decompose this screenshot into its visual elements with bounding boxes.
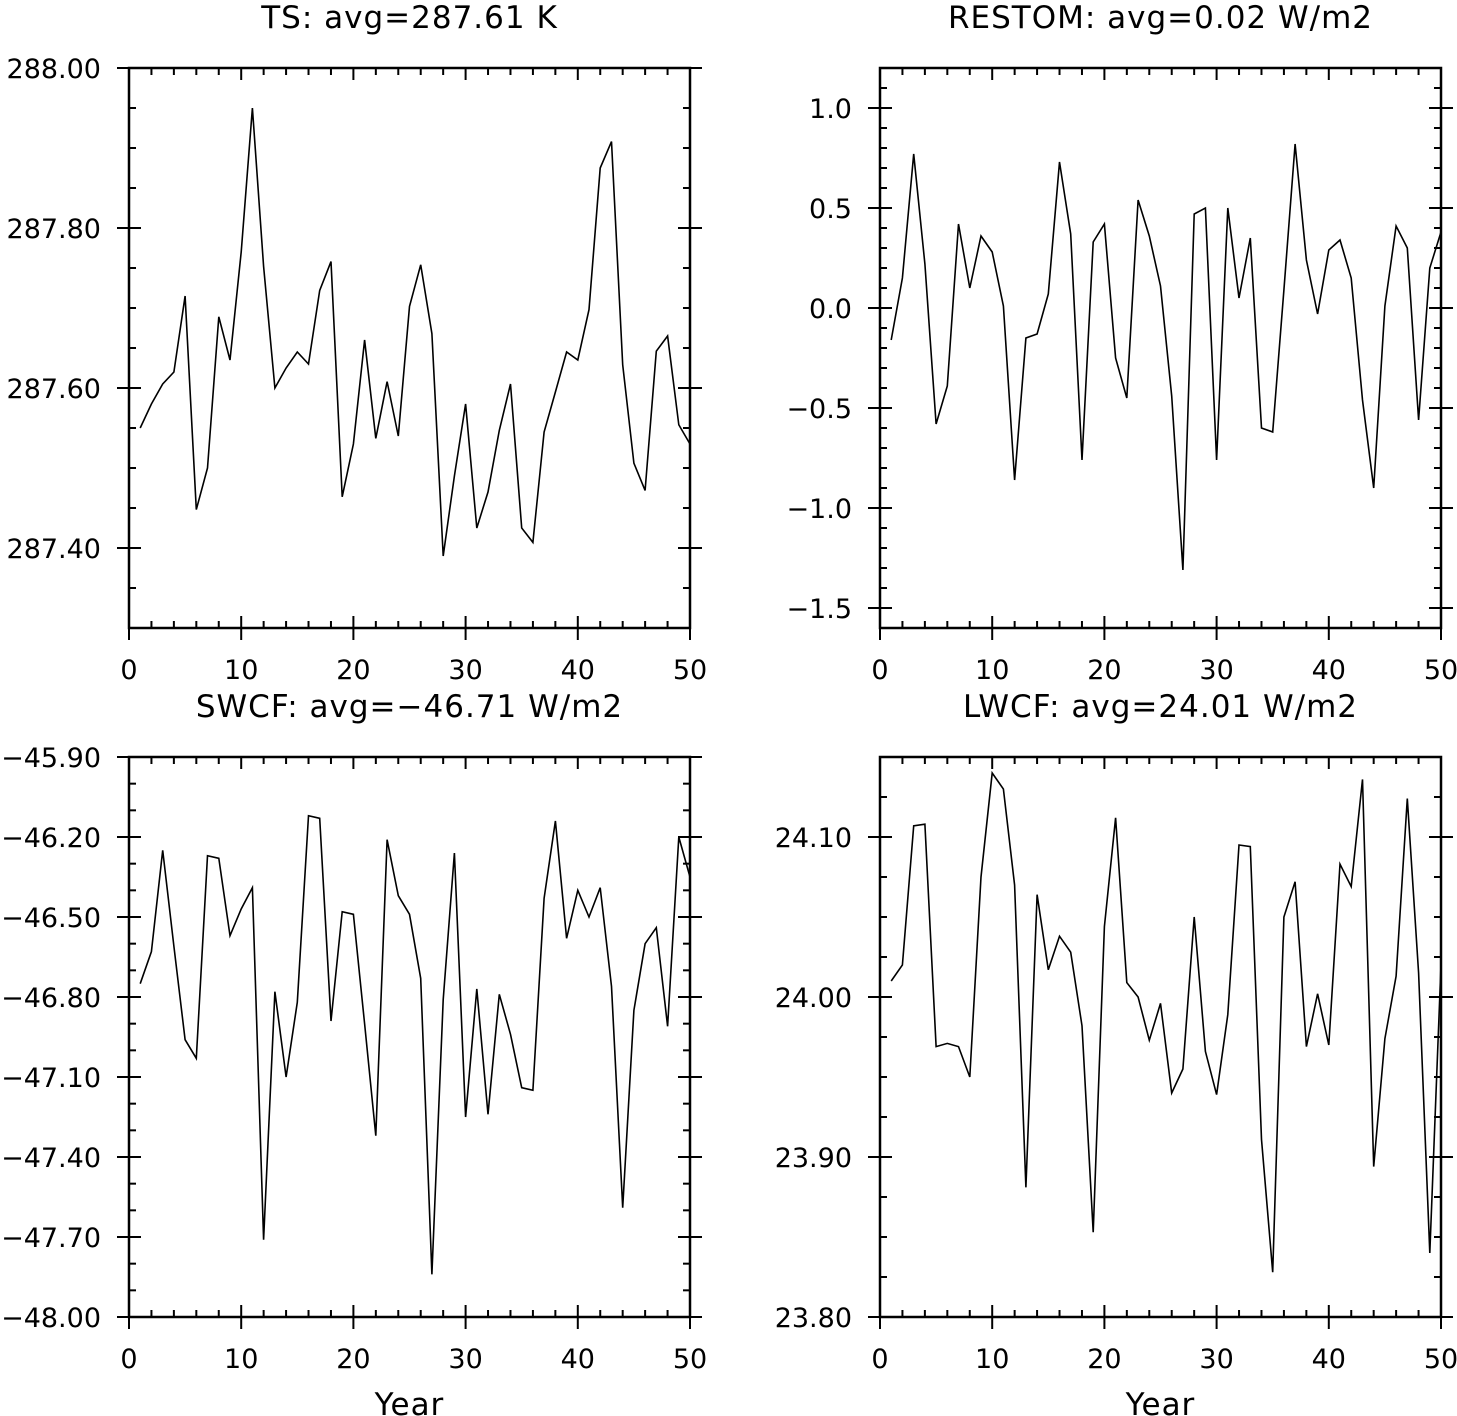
- x-axis-label: Year: [1125, 1387, 1196, 1416]
- x-tick-label: 20: [336, 655, 370, 686]
- x-tick-label: 50: [673, 655, 707, 686]
- plot-frame: [878, 755, 1443, 1319]
- series-line-lwcf: [890, 770, 1442, 1273]
- y-tick-label: −47.40: [1, 1143, 101, 1174]
- y-tick-label: −1.5: [786, 594, 852, 625]
- y-tick-label: −46.50: [1, 903, 101, 934]
- x-tick-label: 40: [561, 1344, 595, 1375]
- y-tick-label: 0.5: [809, 194, 852, 225]
- x-axis-label: Year: [374, 1387, 445, 1416]
- series-line-ts: [139, 107, 691, 557]
- y-tick-label: −46.20: [1, 823, 101, 854]
- y-tick-label: 24.10: [775, 823, 852, 854]
- x-tick-label: 40: [1312, 655, 1346, 686]
- x-tick-label: 50: [1424, 655, 1457, 686]
- x-tick-label: 20: [1087, 655, 1121, 686]
- y-tick-label: 24.00: [775, 983, 852, 1014]
- panel-1: TS: avg=287.61 K 0 10 20 30 40 50 287.40 287.60 2…: [7, 0, 708, 686]
- x-tick-label: 50: [1424, 1344, 1457, 1375]
- x-tick-label: 10: [224, 1344, 258, 1375]
- x-tick-label: 20: [336, 1344, 370, 1375]
- x-tick-label: 30: [448, 655, 482, 686]
- series-line-restom: [890, 143, 1442, 571]
- plot-frame: [878, 66, 1443, 630]
- x-tick-label: 10: [975, 655, 1009, 686]
- y-tick-label: −47.10: [1, 1063, 101, 1094]
- y-tick-label: 288.00: [7, 54, 101, 85]
- x-tick-label: 40: [561, 655, 595, 686]
- y-tick-label: −1.0: [786, 494, 852, 525]
- panel-title: SWCF: avg=−46.71 W/m2: [196, 689, 623, 725]
- x-tick-label: 30: [1199, 655, 1233, 686]
- x-tick-label: 50: [673, 1344, 707, 1375]
- x-tick-label: 30: [1199, 1344, 1233, 1375]
- x-tick-label: 0: [871, 655, 888, 686]
- y-tick-label: −45.90: [1, 743, 101, 774]
- x-tick-label: 0: [871, 1344, 888, 1375]
- y-tick-label: −48.00: [1, 1303, 101, 1334]
- y-tick-label: −46.80: [1, 983, 101, 1014]
- y-tick-label: −0.5: [786, 394, 852, 425]
- panel-4: LWCF: avg=24.01 W/m2 0 10 20 30 40 50 23.80 23.9…: [775, 689, 1457, 1416]
- y-tick-label: 287.40: [7, 534, 101, 565]
- panel-3: SWCF: avg=−46.71 W/m2 0 10 20 30 40 50 −48.00 −4…: [1, 689, 707, 1416]
- y-tick-label: 287.60: [7, 374, 101, 405]
- x-tick-label: 0: [120, 655, 137, 686]
- y-tick-label: 1.0: [809, 94, 852, 125]
- plot-frame: [127, 755, 692, 1319]
- panel-2: RESTOM: avg=0.02 W/m2 0 10 20 30 40 50 −1.5 −1.0…: [786, 0, 1457, 686]
- y-tick-label: −47.70: [1, 1223, 101, 1254]
- y-tick-label: 23.80: [775, 1303, 852, 1334]
- x-tick-label: 30: [448, 1344, 482, 1375]
- panel-title: LWCF: avg=24.01 W/m2: [963, 689, 1358, 725]
- y-tick-label: 0.0: [809, 294, 852, 325]
- panel-title: TS: avg=287.61 K: [260, 0, 558, 36]
- x-tick-label: 10: [224, 655, 258, 686]
- x-tick-label: 40: [1312, 1344, 1346, 1375]
- x-tick-label: 20: [1087, 1344, 1121, 1375]
- plot-frame: [127, 66, 692, 630]
- y-tick-label: 23.90: [775, 1143, 852, 1174]
- series-line-swcf: [139, 814, 691, 1275]
- y-tick-label: 287.80: [7, 214, 101, 245]
- panel-title: RESTOM: avg=0.02 W/m2: [948, 0, 1373, 36]
- x-tick-label: 0: [120, 1344, 137, 1375]
- x-tick-label: 10: [975, 1344, 1009, 1375]
